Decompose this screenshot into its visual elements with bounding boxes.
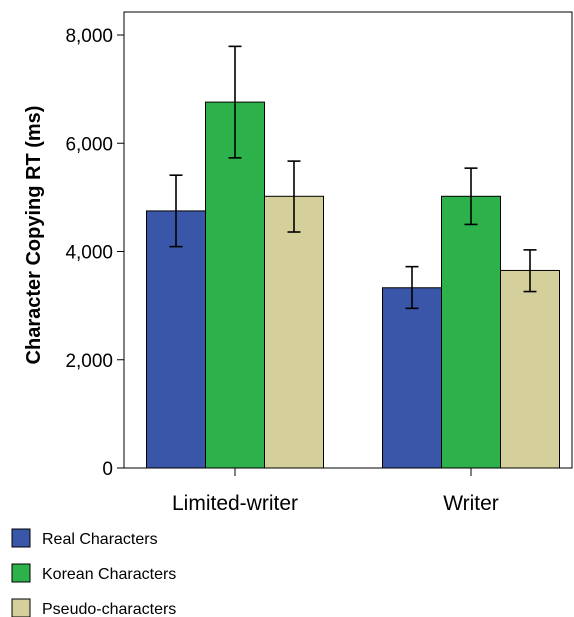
error-bar (228, 45, 242, 159)
y-tick-label: 2,000 (65, 351, 113, 372)
legend-swatch (11, 598, 31, 617)
error-bar (523, 249, 537, 293)
legend-label: Korean Characters (42, 566, 176, 583)
x-tick-label: Writer (443, 492, 499, 515)
legend-swatch (11, 563, 31, 583)
legend-item: Korean Characters (11, 563, 176, 583)
error-bar (464, 167, 478, 226)
bar-real-characters-limited-writer (146, 210, 206, 469)
legend-label: Pseudo-characters (42, 601, 176, 617)
plot-area (123, 11, 573, 469)
legend-item: Real Characters (11, 528, 158, 548)
bar-real-characters-writer (382, 287, 442, 469)
error-bar (169, 174, 183, 248)
y-axis-title: Character Copying RT (ms) (23, 106, 45, 365)
legend-item: Pseudo-characters (11, 598, 176, 617)
error-bar (287, 160, 301, 233)
y-tick-label: 6,000 (65, 134, 113, 155)
legend-swatch (11, 528, 31, 548)
error-bar (405, 265, 419, 310)
y-tick-label: 0 (102, 459, 113, 480)
bar-korean-characters-writer (441, 195, 501, 469)
x-axis: Limited-writer Writer (172, 468, 499, 515)
y-axis: 0 2,000 4,000 6,000 8,000 (65, 26, 124, 480)
legend-label: Real Characters (42, 531, 158, 548)
y-tick-label: 4,000 (65, 243, 113, 264)
legend: Real Characters Korean Characters Pseudo-c… (11, 528, 176, 617)
bar-pseudo-characters-writer (500, 269, 560, 469)
plot-frame (123, 11, 573, 469)
y-tick-label: 8,000 (65, 26, 113, 47)
bar-pseudo-characters-limited-writer (264, 195, 324, 469)
x-tick-label: Limited-writer (172, 492, 298, 515)
